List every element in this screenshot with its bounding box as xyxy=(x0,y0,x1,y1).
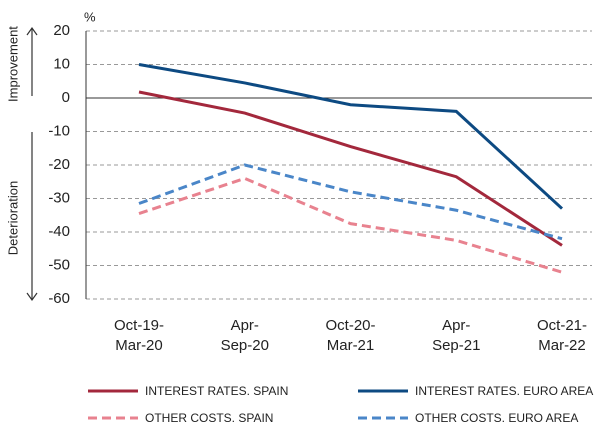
y-tick-label: -10 xyxy=(48,122,70,139)
x-tick-label: Mar-22 xyxy=(538,337,586,354)
legend-label: OTHER COSTS. EURO AREA xyxy=(415,411,578,425)
legend-label: INTEREST RATES. SPAIN xyxy=(145,384,288,398)
arrows xyxy=(26,26,38,302)
y-tick-label: -30 xyxy=(48,189,70,206)
deterioration-label: Deterioration xyxy=(5,181,20,255)
x-tick-label: Sep-21 xyxy=(432,337,480,354)
improvement-label: Improvement xyxy=(5,26,20,102)
y-tick-label: -50 xyxy=(48,256,70,273)
unit-label: % xyxy=(84,9,96,24)
x-tick-label: Mar-21 xyxy=(327,337,375,354)
series-line xyxy=(138,176,563,274)
y-tick-label: 10 xyxy=(53,55,70,72)
x-tick-label: Sep-20 xyxy=(221,337,269,354)
y-tick-label: -60 xyxy=(48,290,70,307)
y-tick-label: -40 xyxy=(48,223,70,240)
x-tick-label: Oct-21- xyxy=(537,317,587,334)
y-tick-label: -20 xyxy=(48,156,70,173)
series-line xyxy=(138,90,563,247)
y-tick-label: 20 xyxy=(53,22,70,39)
x-tick-label: Oct-19- xyxy=(114,317,164,334)
legend-label: INTEREST RATES. EURO AREA xyxy=(415,384,593,398)
series-line xyxy=(138,63,564,210)
legend-label: OTHER COSTS. SPAIN xyxy=(145,411,273,425)
x-tick-label: Mar-20 xyxy=(115,337,163,354)
x-tick-label: Apr- xyxy=(442,317,470,334)
x-tick-label: Apr- xyxy=(231,317,259,334)
series-line xyxy=(138,163,563,241)
x-tick-label: Oct-20- xyxy=(325,317,375,334)
y-tick-label: 0 xyxy=(62,89,70,106)
